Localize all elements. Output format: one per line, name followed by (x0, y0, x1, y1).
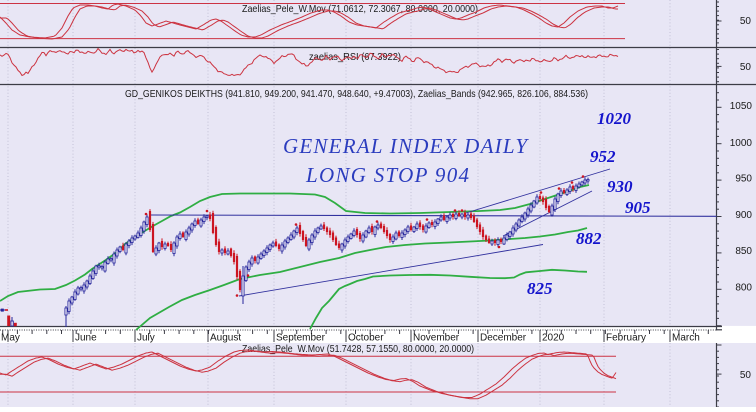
svg-text:February: February (606, 333, 646, 344)
svg-text:50: 50 (740, 16, 752, 27)
svg-text:850: 850 (735, 246, 752, 257)
svg-text:800: 800 (735, 283, 752, 294)
svg-text:December: December (480, 333, 527, 344)
svg-text:GD_GENIKOS DEIKTHS (941.810, 9: GD_GENIKOS DEIKTHS (941.810, 949.200, 94… (125, 89, 588, 100)
svg-text:July: July (137, 333, 155, 344)
svg-text:950: 950 (735, 174, 752, 185)
svg-text:1000: 1000 (730, 138, 753, 149)
svg-text:August: August (210, 333, 241, 344)
svg-text:September: September (276, 333, 326, 344)
svg-text:930: 930 (607, 177, 633, 196)
svg-text:900: 900 (735, 210, 752, 221)
svg-text:1020: 1020 (597, 109, 632, 128)
svg-text:882: 882 (576, 229, 602, 248)
svg-text:905: 905 (625, 198, 651, 217)
svg-text:2020: 2020 (542, 333, 565, 344)
svg-text:October: October (348, 333, 384, 344)
svg-text:50: 50 (740, 62, 752, 73)
svg-text:1050: 1050 (730, 101, 753, 112)
svg-text:May: May (1, 333, 20, 344)
svg-text:November: November (413, 333, 460, 344)
svg-text:50: 50 (740, 370, 752, 381)
svg-text:Zaelias_Pele_W.Mov (51.7428, 5: Zaelias_Pele_W.Mov (51.7428, 57.1550, 80… (242, 344, 474, 355)
svg-text:March: March (672, 333, 700, 344)
svg-text:GENERAL INDEX DAILY: GENERAL INDEX DAILY (283, 134, 529, 158)
svg-text:Zaelias_Pele_W.Mov (71.0612, 7: Zaelias_Pele_W.Mov (71.0612, 72.3067, 80… (242, 4, 478, 15)
svg-text:LONG STOP 904: LONG STOP 904 (305, 163, 470, 187)
svg-text:June: June (75, 333, 97, 344)
svg-text:952: 952 (590, 147, 616, 166)
svg-text:825: 825 (527, 279, 553, 298)
